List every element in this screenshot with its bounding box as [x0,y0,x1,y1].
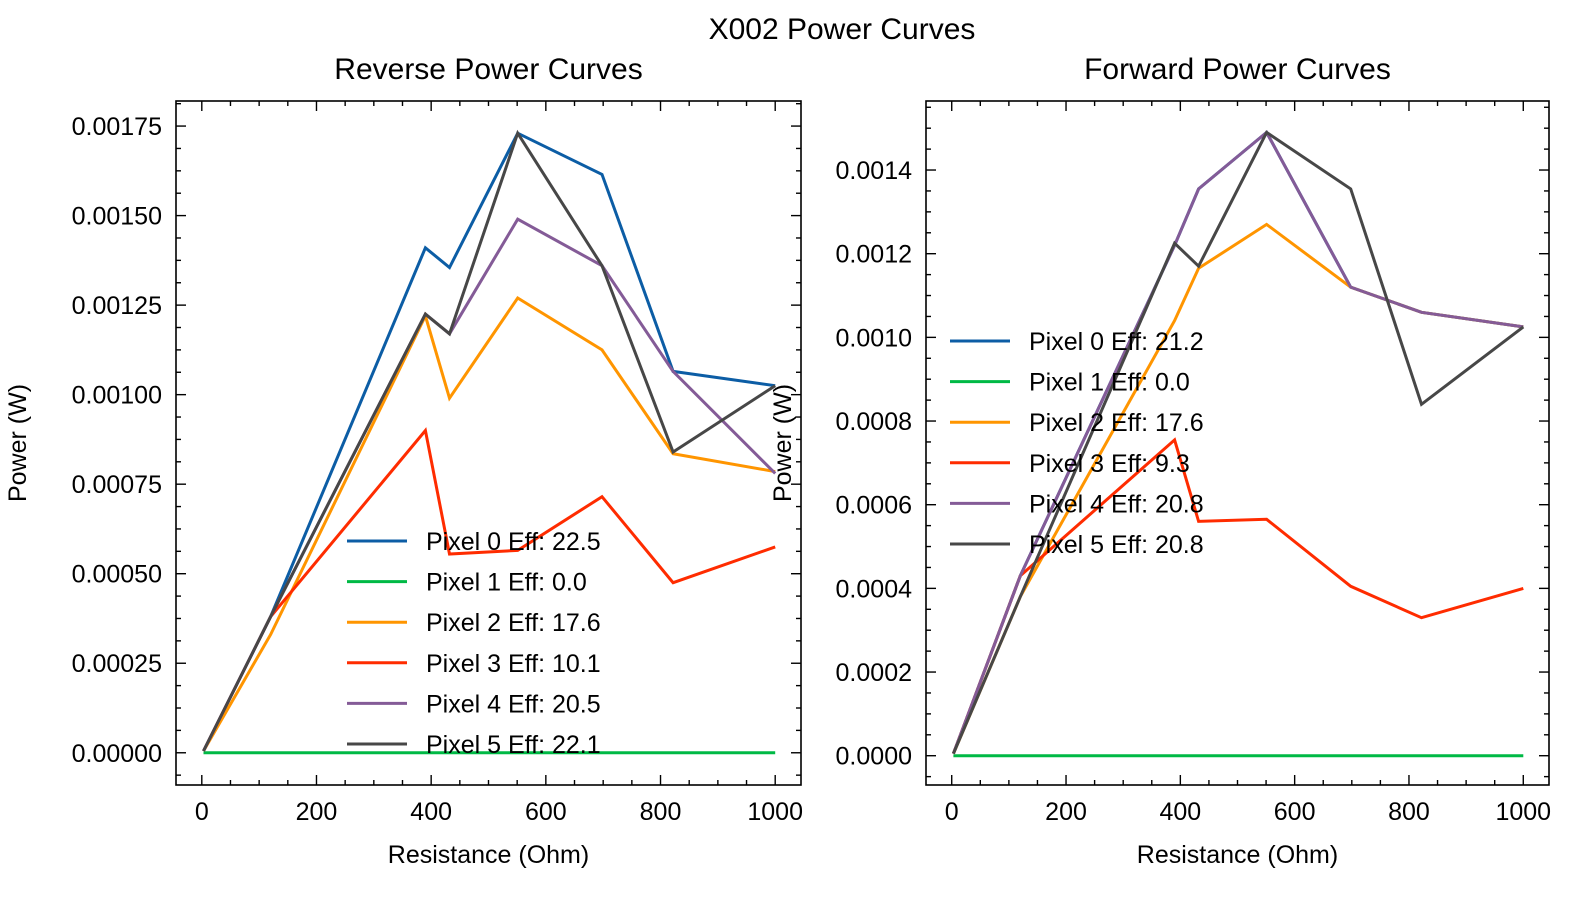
x-tick-label: 800 [1388,798,1430,826]
y-tick-label: 0.00125 [72,292,162,320]
y-tick-label: 0.0006 [836,492,912,520]
x-tick-label: 800 [640,798,682,826]
y-tick-label: 0.00075 [72,471,162,499]
legend-label: Pixel 3 Eff: 10.1 [426,650,601,678]
plot-area [951,130,1525,758]
figure-suptitle: X002 Power Curves [709,13,976,46]
y-tick-label: 0.00000 [72,740,162,768]
series-line-pixel-5 [202,129,777,752]
x-tick-label: 0 [945,798,959,826]
series-line-pixel-0 [202,131,776,752]
legend-label: Pixel 5 Eff: 22.1 [426,731,601,759]
y-tick-label: 0.00050 [72,561,162,589]
y-tick-label: 0.0004 [836,575,913,603]
legend-label: Pixel 1 Eff: 0.0 [426,569,587,597]
y-axis-label: Power (W) [4,384,32,502]
forward-power-chart: Forward Power Curves Resistance (Ohm) Po… [769,53,1551,869]
legend-label: Pixel 2 Eff: 17.6 [426,609,601,637]
legend-label: Pixel 5 Eff: 20.8 [1029,531,1204,559]
y-tick-label: 0.0010 [836,324,912,352]
reverse-power-chart: Reverse Power Curves Resistance (Ohm) Po… [4,53,803,869]
chart-title: Forward Power Curves [1084,53,1391,86]
legend-label: Pixel 3 Eff: 9.3 [1029,450,1190,478]
series-line-pixel-3 [202,427,776,752]
x-tick-label: 400 [1159,798,1201,826]
y-tick-label: 0.0014 [836,157,913,185]
y-axis-label: Power (W) [769,384,797,502]
legend-label: Pixel 0 Eff: 22.5 [426,528,601,556]
series-line-pixel-2 [202,295,776,752]
chart-title: Reverse Power Curves [334,53,642,86]
series-line-pixel-3 [951,437,1524,755]
x-tick-label: 0 [195,798,209,826]
x-axis-label: Resistance (Ohm) [1137,841,1338,869]
x-tick-label: 400 [410,798,452,826]
series-line-pixel-5 [952,130,1525,755]
y-tick-label: 0.00100 [72,382,162,410]
y-tick-label: 0.00175 [72,113,162,141]
x-tick-label: 600 [1274,798,1316,826]
x-tick-label: 600 [525,798,567,826]
x-tick-label: 1000 [1495,798,1551,826]
series-line-pixel-4 [951,130,1524,755]
plot-area [202,129,777,755]
y-tick-label: 0.0002 [836,659,912,687]
x-tick-label: 1000 [747,798,803,826]
legend-label: Pixel 1 Eff: 0.0 [1029,369,1190,397]
y-tick-label: 0.0012 [836,241,912,269]
x-tick-label: 200 [296,798,338,826]
y-tick-label: 0.0000 [836,743,912,771]
y-tick-label: 0.0008 [836,408,912,436]
legend-label: Pixel 2 Eff: 17.6 [1029,409,1204,437]
y-tick-label: 0.00025 [72,650,162,678]
y-tick-label: 0.00150 [72,203,162,231]
legend-label: Pixel 4 Eff: 20.8 [1029,490,1204,518]
legend-label: Pixel 4 Eff: 20.5 [426,690,601,718]
legend-label: Pixel 0 Eff: 21.2 [1029,328,1204,356]
x-axis-label: Resistance (Ohm) [388,841,589,869]
x-tick-label: 200 [1045,798,1087,826]
